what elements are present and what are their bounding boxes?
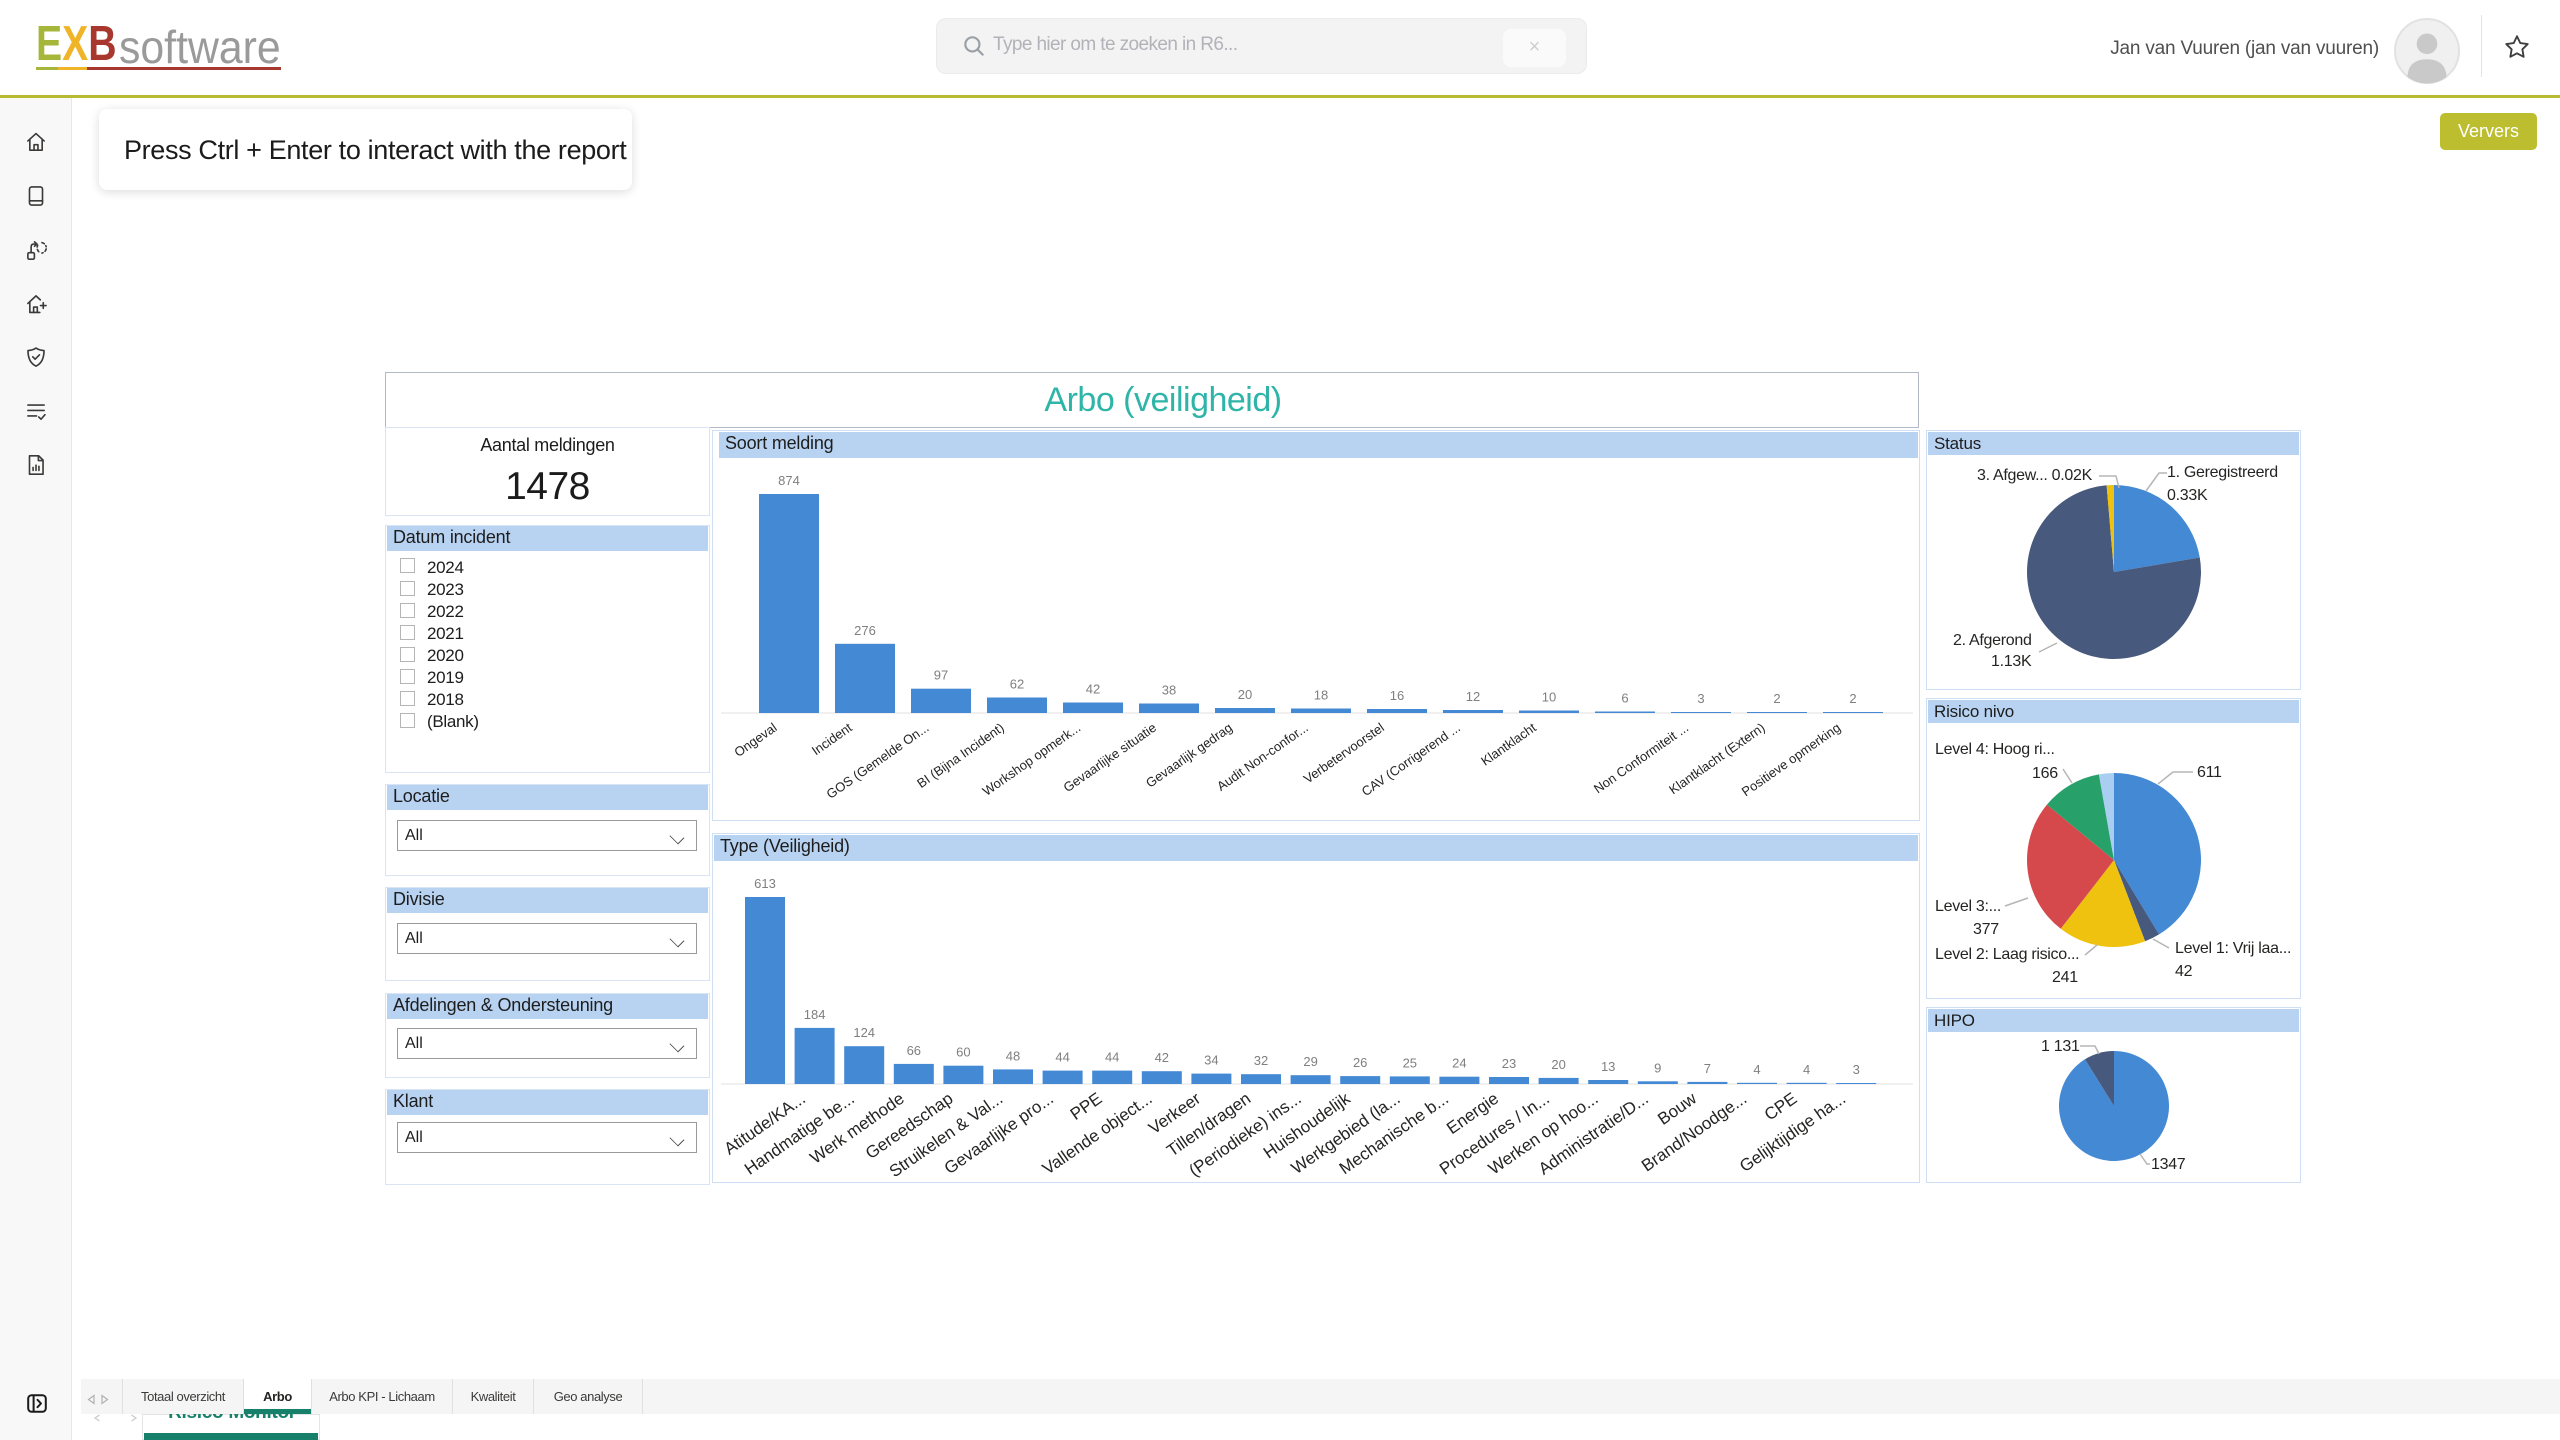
svg-text:97: 97 xyxy=(934,668,948,683)
svg-text:32: 32 xyxy=(1254,1053,1268,1068)
svg-text:2: 2 xyxy=(1849,691,1856,706)
svg-text:7: 7 xyxy=(1704,1061,1711,1076)
svg-text:20: 20 xyxy=(1551,1057,1565,1072)
svg-text:34: 34 xyxy=(1204,1053,1218,1068)
svg-text:62: 62 xyxy=(1010,677,1024,692)
svg-text:124: 124 xyxy=(853,1025,875,1040)
svg-text:184: 184 xyxy=(804,1007,826,1022)
svg-text:26: 26 xyxy=(1353,1055,1367,1070)
svg-text:44: 44 xyxy=(1055,1050,1069,1065)
svg-text:23: 23 xyxy=(1502,1056,1516,1071)
svg-text:613: 613 xyxy=(754,876,776,891)
svg-text:4: 4 xyxy=(1753,1062,1760,1077)
svg-text:48: 48 xyxy=(1006,1048,1020,1063)
svg-text:16: 16 xyxy=(1390,688,1404,703)
svg-text:2: 2 xyxy=(1773,691,1780,706)
svg-text:874: 874 xyxy=(778,473,800,488)
svg-text:6: 6 xyxy=(1621,691,1628,706)
svg-text:42: 42 xyxy=(1155,1050,1169,1065)
svg-text:9: 9 xyxy=(1654,1060,1661,1075)
svg-text:13: 13 xyxy=(1601,1059,1615,1074)
svg-text:3: 3 xyxy=(1697,691,1704,706)
svg-text:60: 60 xyxy=(956,1045,970,1060)
svg-text:4: 4 xyxy=(1803,1062,1810,1077)
svg-text:44: 44 xyxy=(1105,1050,1119,1065)
svg-text:29: 29 xyxy=(1303,1054,1317,1069)
svg-text:276: 276 xyxy=(854,623,876,638)
svg-text:42: 42 xyxy=(1086,682,1100,697)
svg-text:12: 12 xyxy=(1466,689,1480,704)
svg-text:38: 38 xyxy=(1162,683,1176,698)
svg-text:66: 66 xyxy=(907,1043,921,1058)
svg-text:24: 24 xyxy=(1452,1056,1466,1071)
svg-text:3: 3 xyxy=(1853,1062,1860,1077)
svg-text:20: 20 xyxy=(1238,687,1252,702)
svg-text:18: 18 xyxy=(1314,688,1328,703)
svg-text:10: 10 xyxy=(1542,690,1556,705)
svg-text:25: 25 xyxy=(1403,1055,1417,1070)
